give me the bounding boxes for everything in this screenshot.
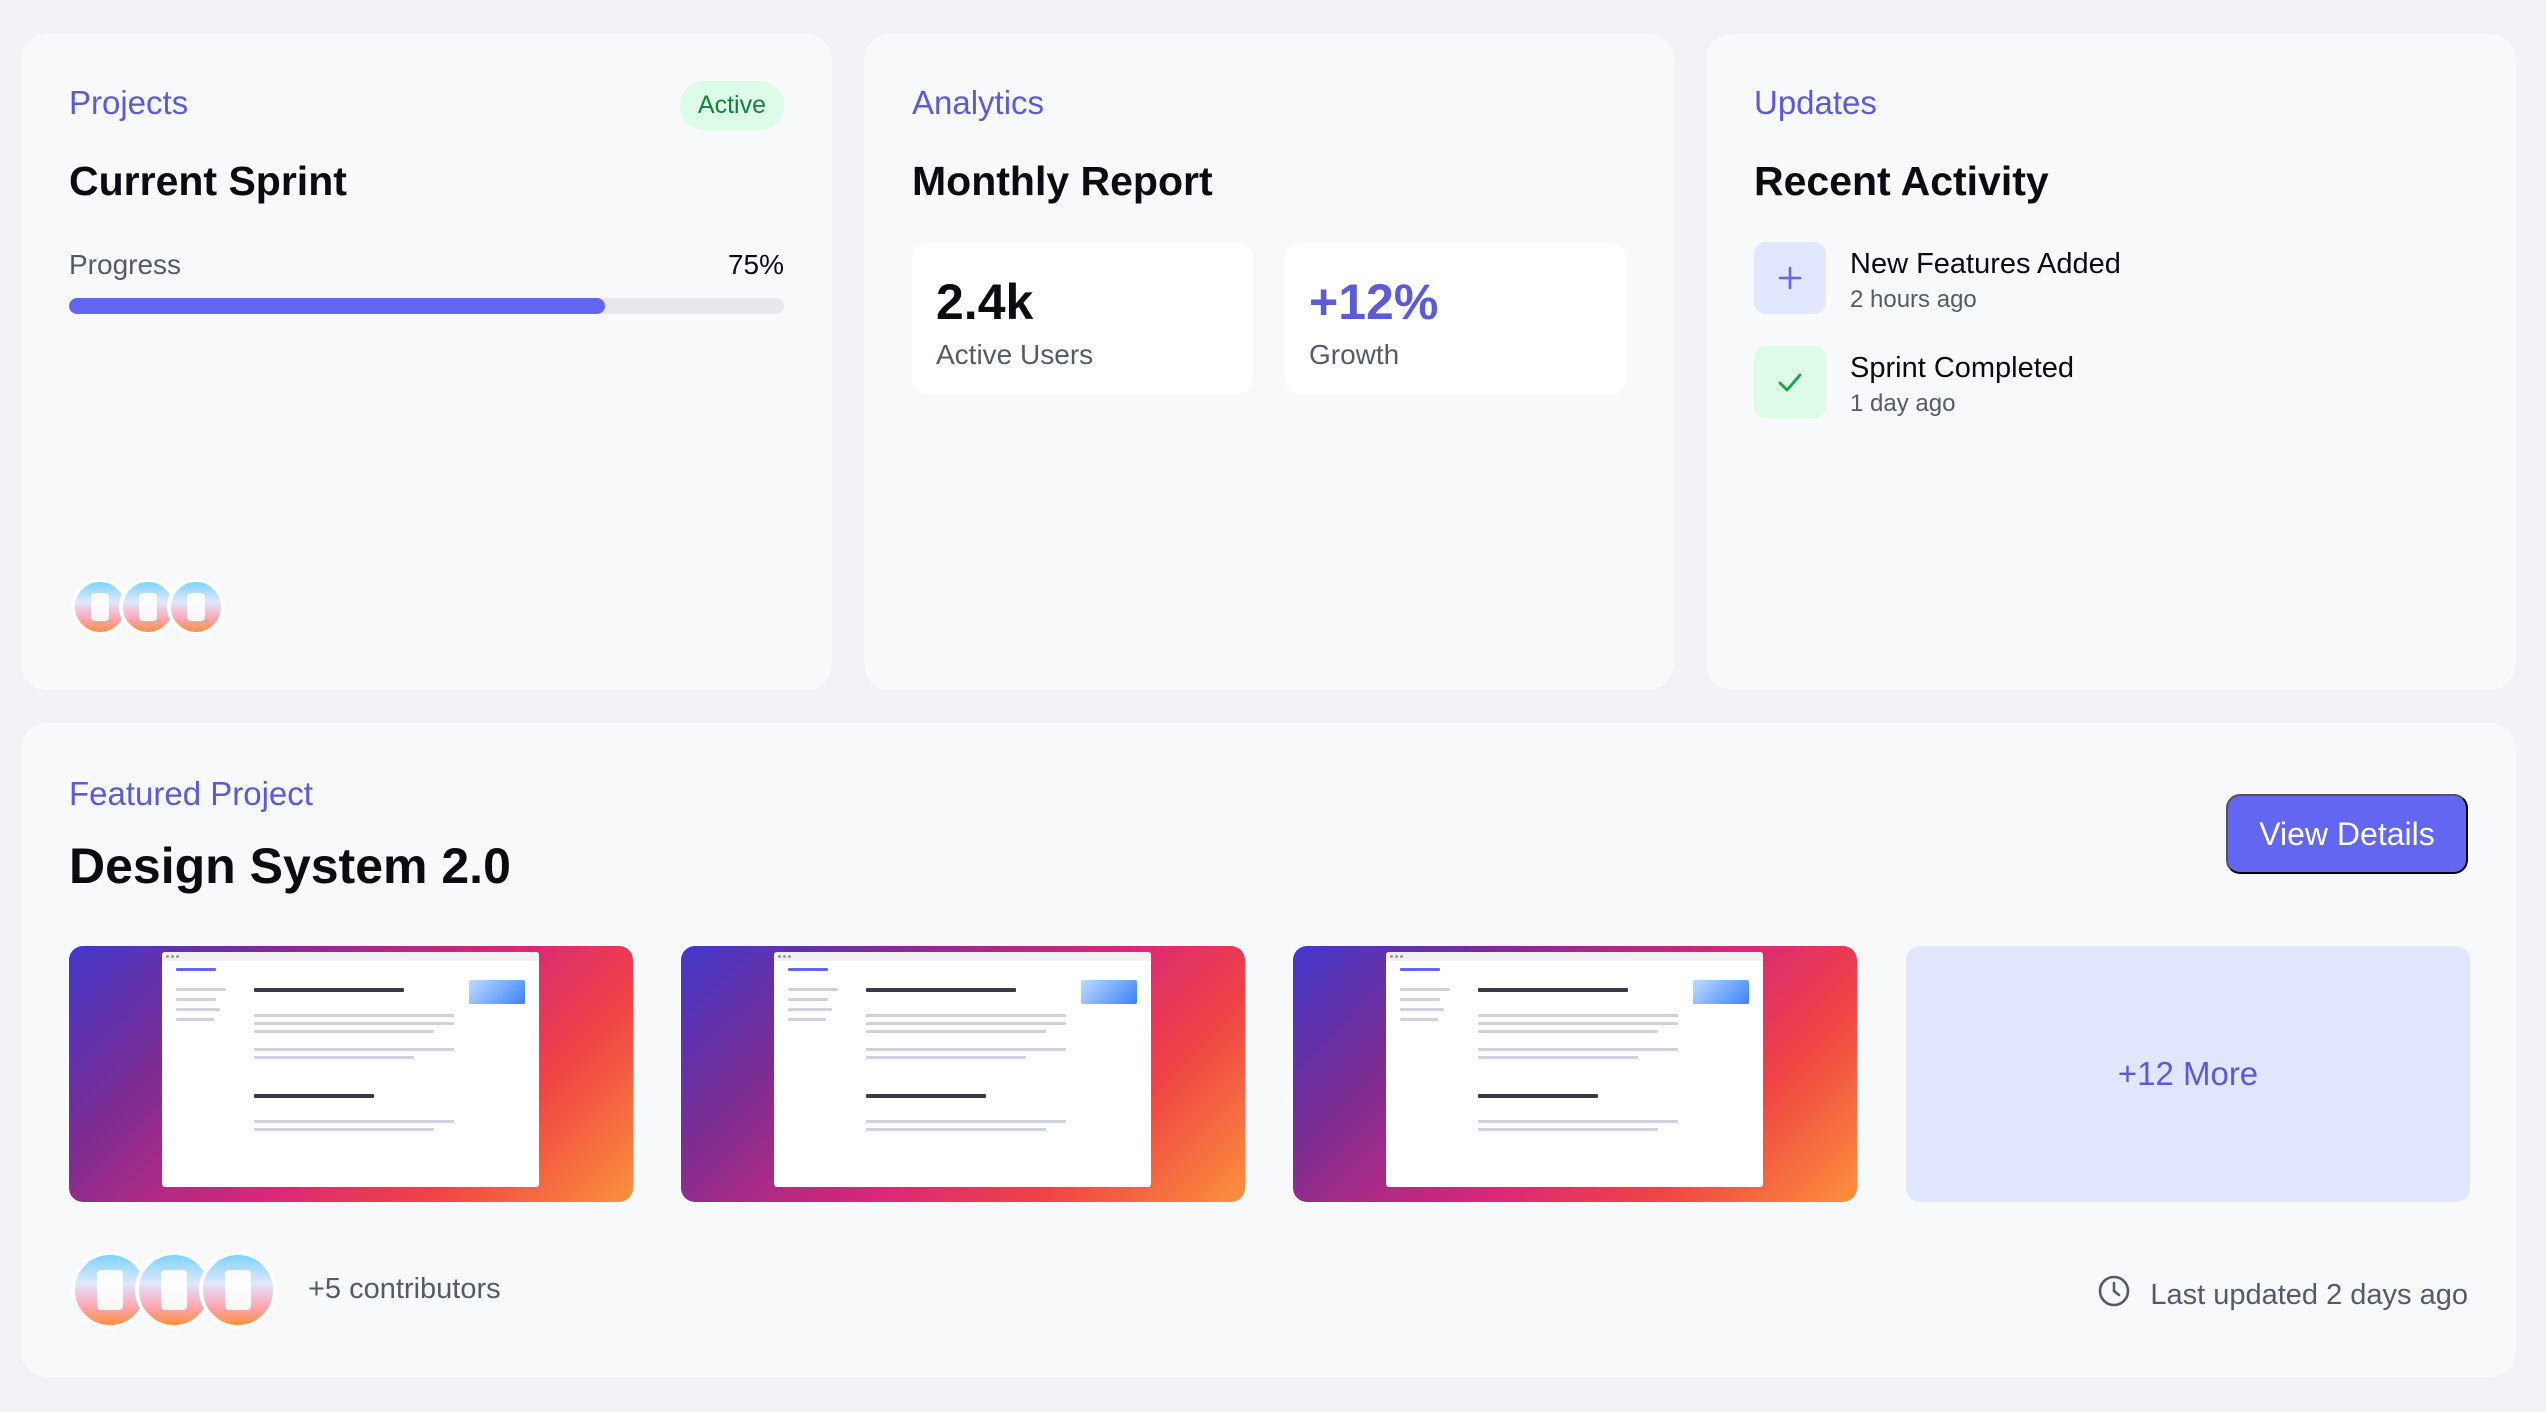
activity-time: 1 day ago [1850,390,1956,417]
card-title: Recent Activity [1754,158,2049,204]
progress-bar [69,298,784,314]
projects-eyebrow: Projects [69,84,189,121]
screenshot-preview [1386,952,1763,1187]
avatar[interactable] [71,1251,149,1329]
last-updated-text: Last updated 2 days ago [2150,1278,2468,1311]
last-updated: Last updated 2 days ago [2096,1273,2468,1317]
featured-project-card: Featured Project Design System 2.0 View … [21,723,2516,1377]
progress-label: Progress [69,249,182,280]
projects-card: Projects Active Current Sprint Progress … [21,34,832,690]
analytics-eyebrow: Analytics [912,84,1045,121]
avatar[interactable] [167,578,225,636]
analytics-card: Analytics Monthly Report 2.4k Active Use… [864,34,1674,690]
progress-value: 75% [727,249,784,280]
screenshot-preview [774,952,1151,1187]
progress-fill [69,298,606,314]
status-badge: Active [679,81,784,130]
more-thumbnails-tile[interactable]: +12 More [1906,946,2470,1202]
activity-time: 2 hours ago [1850,286,1977,313]
stat-label: Growth [1309,339,1400,370]
updates-card: Updates Recent Activity New Features Add… [1706,34,2516,690]
activity-title: New Features Added [1850,248,2121,280]
stat-growth: +12% Growth [1285,243,1626,394]
activity-item[interactable]: New Features Added 2 hours ago [1754,242,2454,322]
team-avatars[interactable] [71,578,225,636]
stat-active-users: 2.4k Active Users [912,243,1253,394]
stat-value: +12% [1309,274,1439,330]
project-title: Design System 2.0 [69,838,511,894]
plus-icon [1754,242,1826,314]
screenshot-preview [162,952,539,1187]
avatar[interactable] [199,1251,277,1329]
stat-label: Active Users [936,339,1094,370]
card-title: Current Sprint [69,158,347,204]
view-details-button[interactable]: View Details [2226,794,2468,874]
updates-eyebrow: Updates [1754,84,1877,121]
contributor-avatars[interactable] [71,1251,277,1329]
clock-icon [2096,1273,2132,1317]
featured-eyebrow: Featured Project [69,775,313,812]
project-thumbnail[interactable] [681,946,1245,1202]
card-title: Monthly Report [912,158,1213,204]
contributors-count: +5 contributors [308,1273,501,1305]
project-thumbnail[interactable] [1293,946,1857,1202]
check-icon [1754,346,1826,418]
project-thumbnail[interactable] [69,946,633,1202]
stat-value: 2.4k [936,274,1034,330]
activity-item[interactable]: Sprint Completed 1 day ago [1754,346,2454,426]
activity-title: Sprint Completed [1850,352,2075,384]
